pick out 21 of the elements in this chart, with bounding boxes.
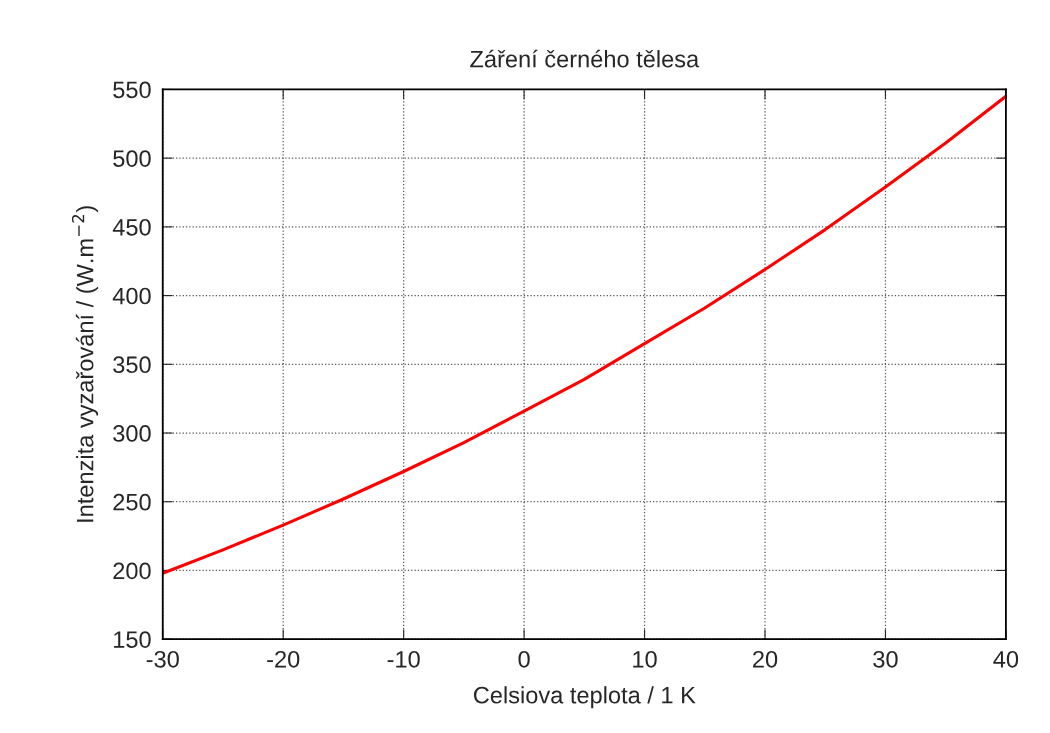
- x-tick-label: -30: [146, 650, 179, 668]
- chart-title: Záření černého tělesa: [470, 49, 700, 68]
- x-tick-label: 0: [518, 650, 530, 668]
- y-tick-label: 150: [114, 631, 151, 648]
- y-tick-label: 550: [113, 81, 151, 99]
- y-axis-title: Intenzita vyzařování / (W.m$^{−2}$): [71, 206, 99, 522]
- x-tick-label: 20: [753, 650, 778, 668]
- x-tick-label: 30: [873, 650, 898, 668]
- x-tick-label: 40: [993, 650, 1019, 668]
- y-tick-label: 400: [112, 287, 151, 305]
- x-tick-label: -20: [267, 650, 300, 668]
- y-tick-label: 300: [113, 425, 151, 442]
- line-series: [162, 94, 1006, 575]
- y-tick-label: 250: [113, 493, 151, 511]
- x-axis-title: Celsiova teplota / 1 K: [473, 686, 696, 709]
- y-tick-label: 350: [113, 356, 151, 374]
- x-tick-label: 10: [633, 650, 657, 668]
- y-tick-label: 450: [112, 218, 151, 236]
- y-tick-label: 500: [113, 150, 151, 167]
- y-tick-label: 200: [113, 562, 151, 580]
- x-tick-label: -10: [387, 650, 420, 668]
